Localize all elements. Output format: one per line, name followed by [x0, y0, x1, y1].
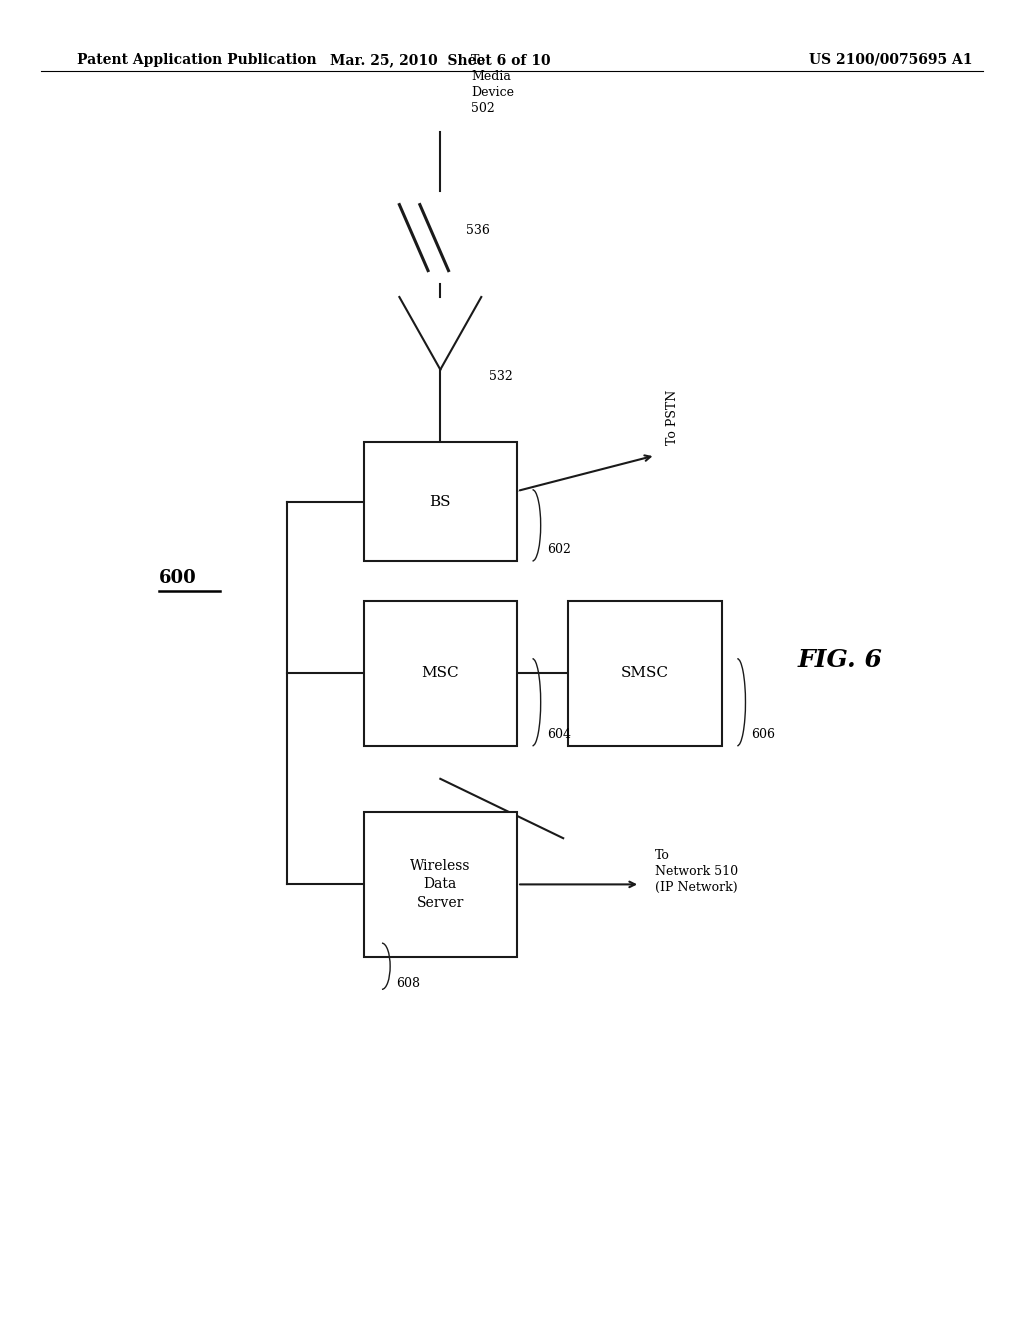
Bar	[364, 812, 517, 957]
Text: 600: 600	[159, 569, 197, 587]
Text: 608: 608	[396, 977, 420, 990]
Bar	[364, 601, 517, 746]
Text: US 2100/0075695 A1: US 2100/0075695 A1	[809, 53, 973, 67]
Text: 606: 606	[752, 727, 775, 741]
Text: To
Media
Device
502: To Media Device 502	[471, 54, 514, 115]
Text: Mar. 25, 2010  Sheet 6 of 10: Mar. 25, 2010 Sheet 6 of 10	[330, 53, 551, 67]
Text: SMSC: SMSC	[622, 667, 669, 680]
Text: BS: BS	[430, 495, 451, 508]
Text: To
Network 510
(IP Network): To Network 510 (IP Network)	[655, 849, 738, 894]
Text: FIG. 6: FIG. 6	[798, 648, 882, 672]
Text: 536: 536	[466, 224, 489, 238]
Bar	[364, 442, 517, 561]
Bar	[568, 601, 722, 746]
Text: MSC: MSC	[422, 667, 459, 680]
Text: Wireless
Data
Server: Wireless Data Server	[410, 859, 471, 909]
Text: 532: 532	[489, 370, 513, 383]
Text: Patent Application Publication: Patent Application Publication	[77, 53, 316, 67]
Text: To PSTN: To PSTN	[666, 389, 679, 445]
Text: 602: 602	[547, 543, 570, 556]
Text: 604: 604	[547, 727, 570, 741]
